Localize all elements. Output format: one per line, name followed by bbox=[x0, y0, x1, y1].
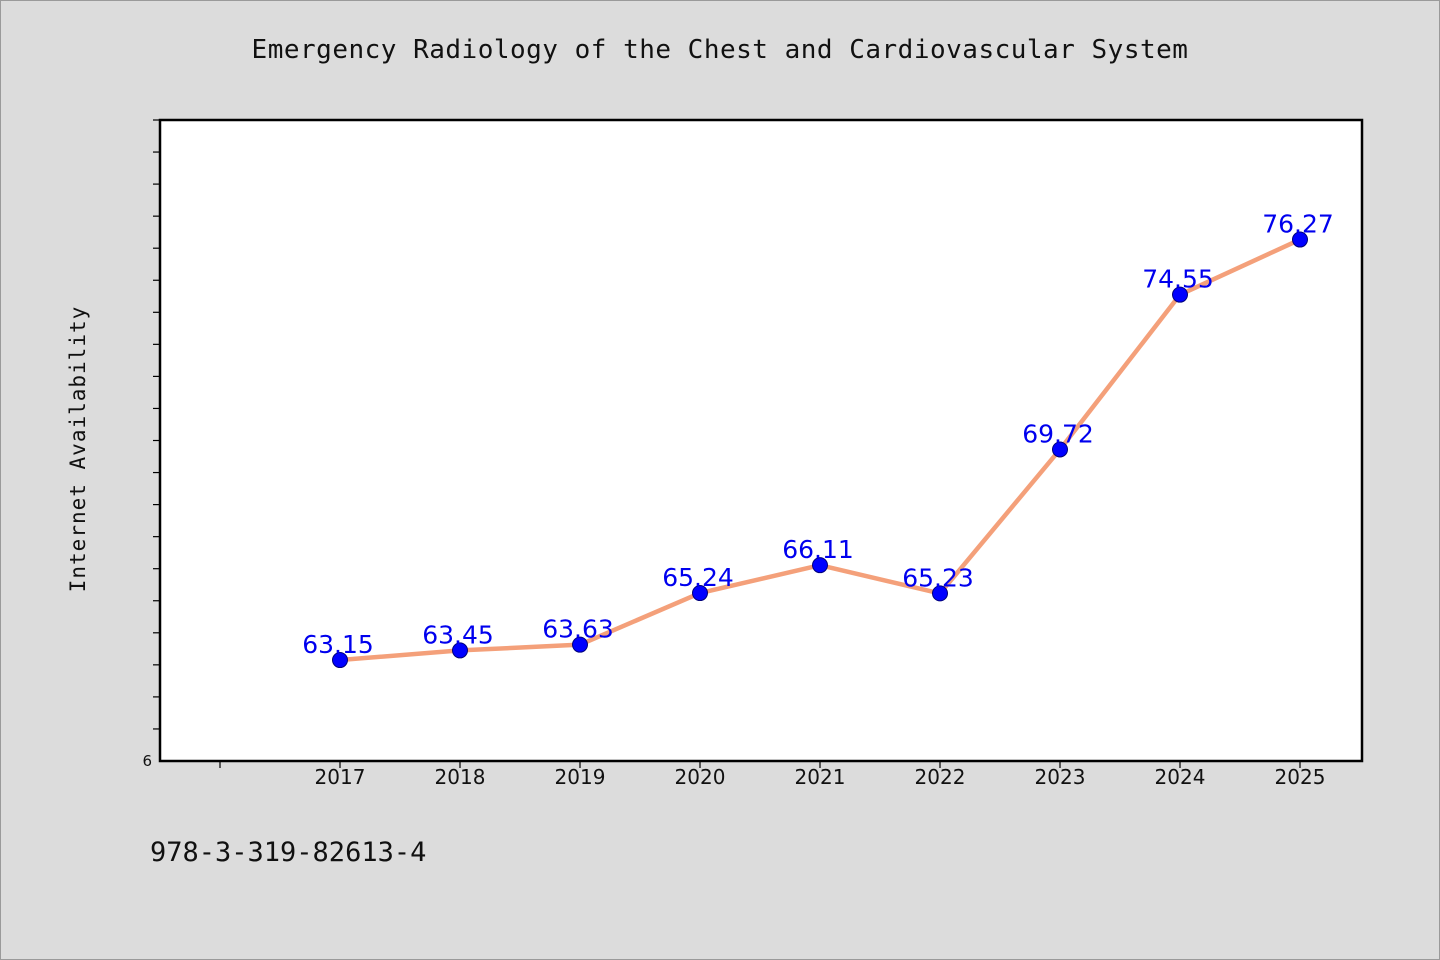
x-tick-label: 2021 bbox=[795, 765, 846, 789]
data-point bbox=[452, 642, 468, 659]
x-tick-label: 2023 bbox=[1035, 765, 1086, 789]
data-point bbox=[332, 652, 348, 669]
data-label: 63.45 bbox=[422, 620, 494, 649]
data-label: 65.23 bbox=[902, 563, 974, 592]
data-point bbox=[1052, 441, 1068, 458]
chart-title: Emergency Radiology of the Chest and Car… bbox=[251, 35, 1189, 65]
data-label: 76.27 bbox=[1262, 210, 1334, 239]
plot-frame bbox=[158, 118, 1364, 763]
data-label: 63.63 bbox=[542, 615, 614, 644]
x-tick-label: 2018 bbox=[435, 765, 486, 789]
data-point bbox=[572, 636, 588, 653]
y-tick-label: 6 bbox=[142, 752, 152, 770]
data-point bbox=[1172, 286, 1188, 303]
plot-area: 6 2017 2018 2019 2020 2021 2022 2023 2024 2025 63.… bbox=[142, 118, 1364, 789]
data-label: 74.55 bbox=[1142, 265, 1214, 294]
data-label: 65.24 bbox=[662, 563, 734, 592]
x-tick-label: 2024 bbox=[1155, 765, 1206, 789]
data-label: 63.15 bbox=[302, 630, 374, 659]
data-point bbox=[692, 585, 708, 602]
x-tick-label: 2017 bbox=[315, 765, 366, 789]
data-point bbox=[812, 557, 828, 574]
data-label: 66.11 bbox=[782, 535, 854, 564]
x-tick-label: 2025 bbox=[1275, 765, 1326, 789]
footer-identifier: 978-3-319-82613-4 bbox=[150, 837, 427, 868]
data-point bbox=[1292, 231, 1308, 248]
data-label: 69.72 bbox=[1022, 419, 1094, 448]
x-tick-label: 2020 bbox=[675, 765, 726, 789]
data-point bbox=[932, 585, 948, 602]
x-tick-label: 2019 bbox=[555, 765, 606, 789]
x-tick-label: 2022 bbox=[915, 765, 966, 789]
